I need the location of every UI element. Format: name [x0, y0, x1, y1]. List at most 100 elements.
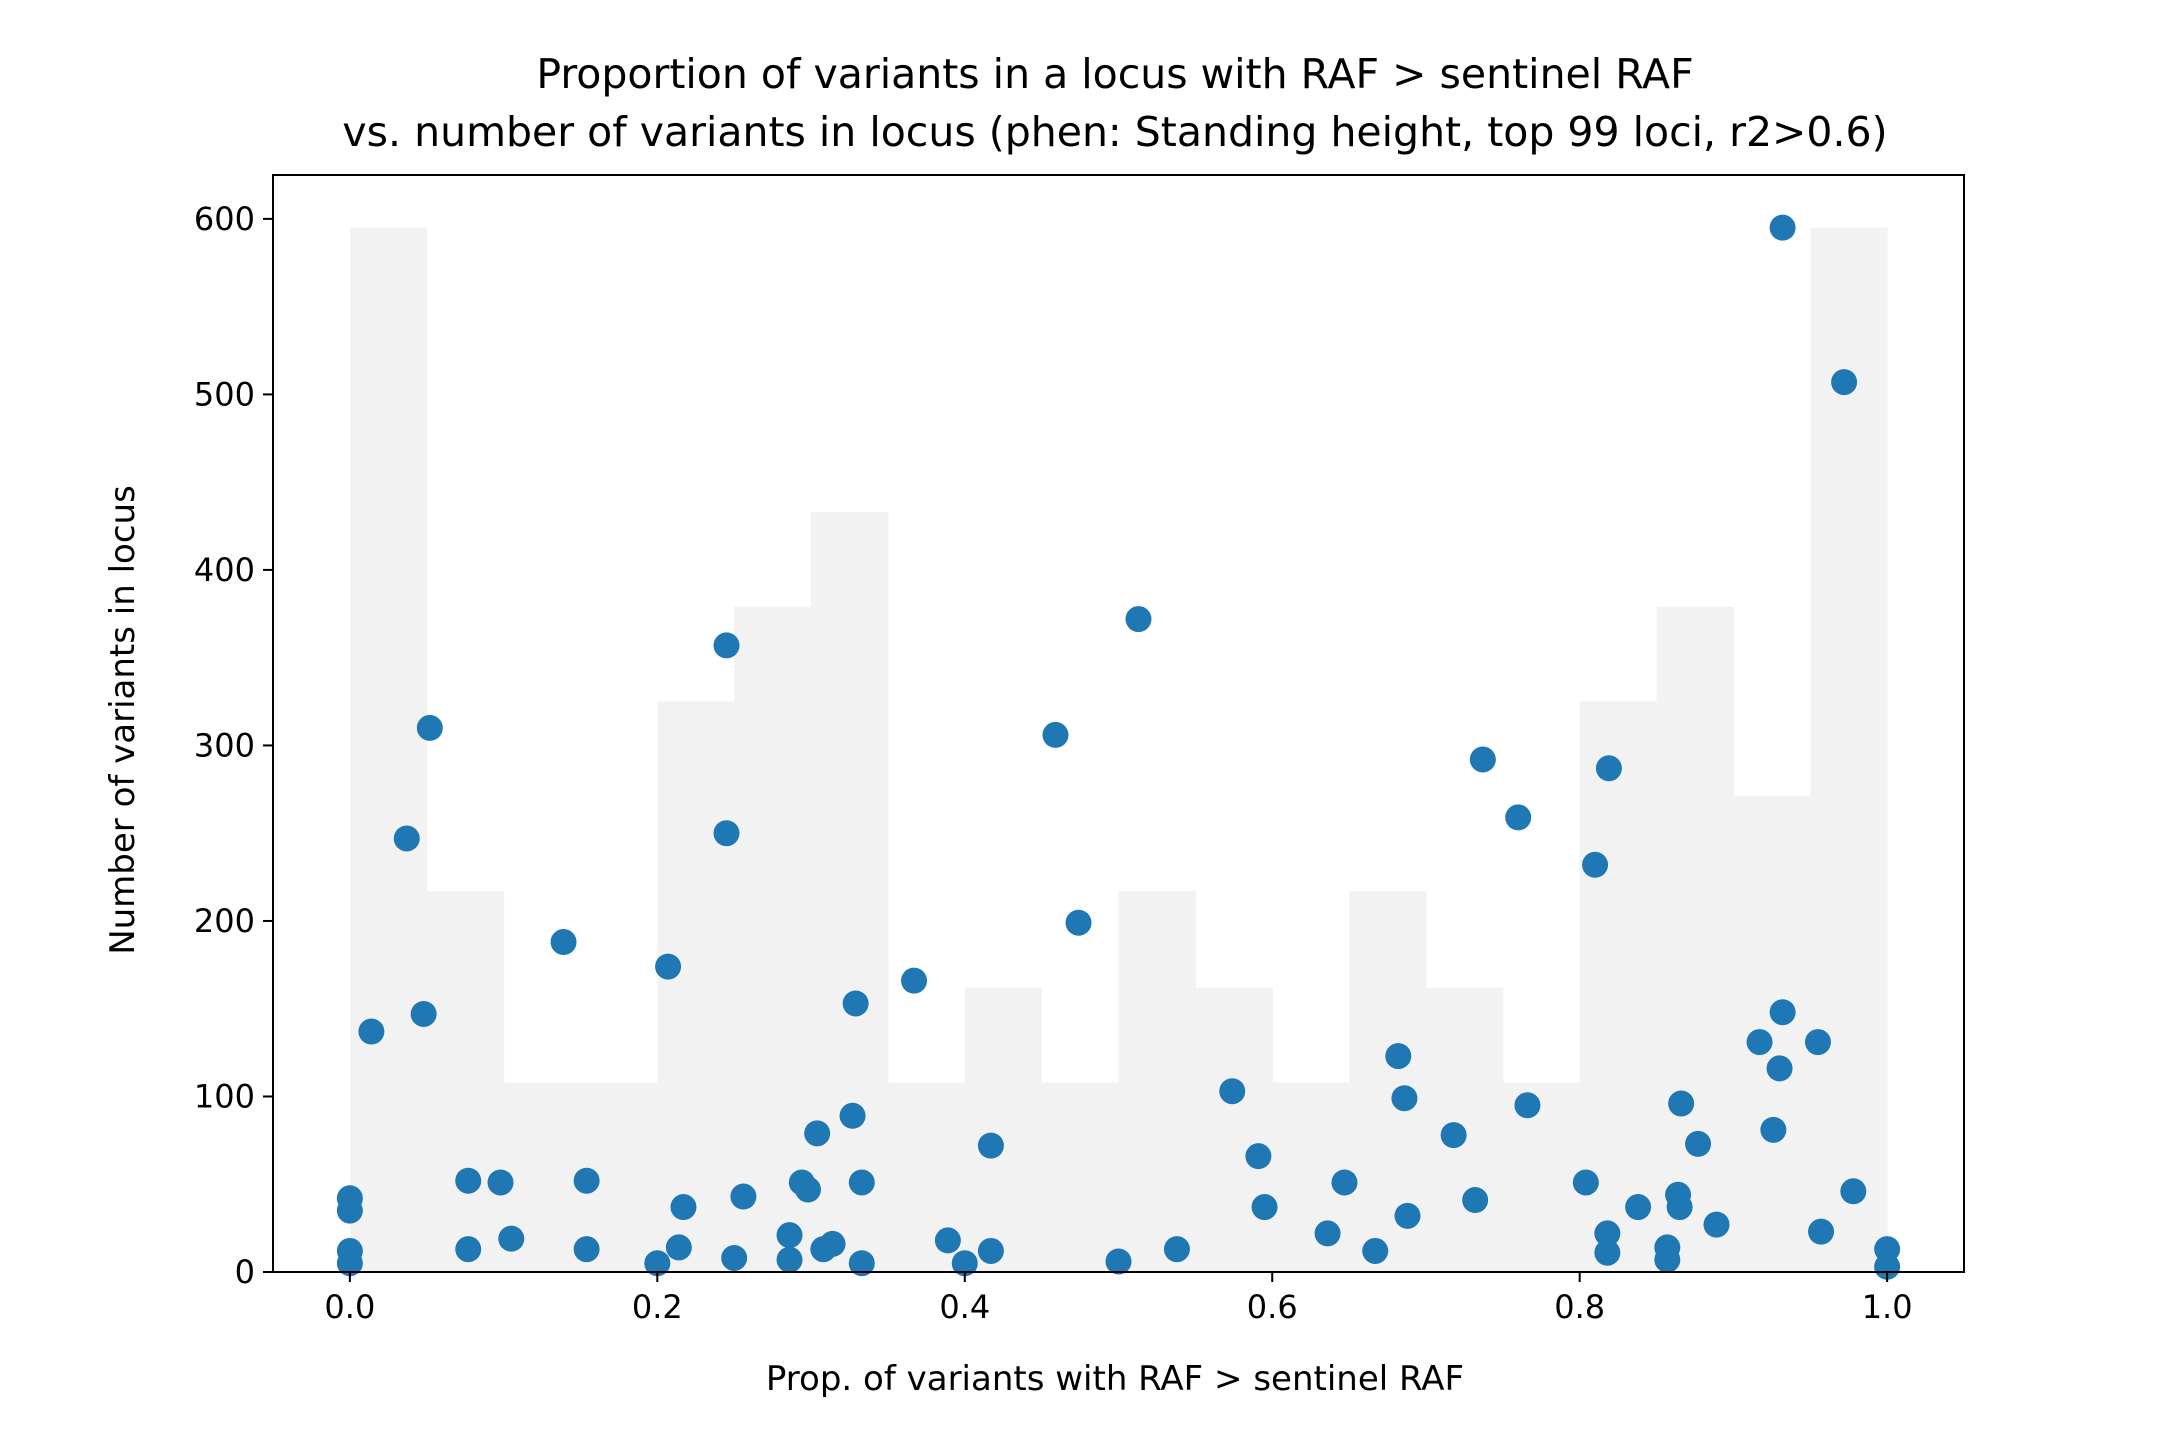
data-point	[848, 1169, 875, 1196]
data-point	[573, 1167, 600, 1194]
data-point	[1125, 606, 1152, 633]
data-point	[455, 1167, 482, 1194]
data-point	[410, 1000, 437, 1027]
y-axis-ticks: 0 100 200 300 400 500 600	[194, 200, 273, 1291]
data-point	[1105, 1248, 1132, 1275]
data-point	[1572, 1169, 1599, 1196]
y-tick-label: 200	[194, 902, 255, 940]
data-point	[721, 1244, 748, 1271]
chart-title-line-2: vs. number of variants in locus (phen: S…	[342, 108, 1887, 156]
data-point	[1668, 1090, 1695, 1117]
x-tick-label: 0.2	[632, 1288, 683, 1326]
histogram-bar	[964, 987, 1043, 1272]
histogram-bar	[657, 701, 735, 1272]
data-point	[1654, 1246, 1681, 1273]
y-axis-label: Number of variants in locus	[103, 485, 143, 955]
data-point	[1769, 214, 1796, 241]
data-point	[1331, 1169, 1358, 1196]
data-point	[794, 1176, 821, 1203]
data-point	[1594, 1220, 1621, 1247]
data-point	[1582, 851, 1609, 878]
histogram-bar	[1041, 1082, 1120, 1272]
data-point	[1362, 1237, 1389, 1264]
y-tick-label: 0	[235, 1253, 255, 1291]
data-point	[665, 1234, 692, 1261]
data-point	[804, 1120, 831, 1147]
data-point	[455, 1236, 482, 1263]
data-point	[1163, 1236, 1190, 1263]
data-point	[655, 953, 682, 980]
y-tick-label: 400	[194, 551, 255, 589]
data-point	[848, 1250, 875, 1277]
data-point	[1314, 1220, 1341, 1247]
data-point	[1808, 1218, 1835, 1245]
data-point	[934, 1227, 961, 1254]
y-tick-label: 300	[194, 726, 255, 764]
data-point	[776, 1246, 803, 1273]
y-tick-label: 500	[194, 375, 255, 413]
data-point	[1840, 1178, 1867, 1205]
data-point	[1766, 1055, 1793, 1082]
histogram-bar	[1502, 1082, 1581, 1272]
data-point	[498, 1225, 525, 1252]
data-point	[416, 714, 443, 741]
data-point	[713, 632, 740, 659]
x-tick-label: 0.8	[1554, 1288, 1605, 1326]
data-point	[1625, 1194, 1652, 1221]
scatter-points	[336, 214, 1901, 1280]
data-point	[1469, 746, 1496, 773]
data-point	[1831, 369, 1858, 396]
y-tick-label: 100	[194, 1077, 255, 1115]
data-point	[951, 1250, 978, 1277]
data-point	[1505, 804, 1532, 831]
plot-frame	[272, 174, 1965, 1273]
x-tick-label: 0.0	[324, 1288, 375, 1326]
data-point	[1251, 1194, 1278, 1221]
data-point	[1685, 1130, 1712, 1157]
data-point	[1462, 1187, 1489, 1214]
data-point	[487, 1169, 514, 1196]
data-point	[1760, 1116, 1787, 1143]
x-tick-label: 1.0	[1862, 1288, 1913, 1326]
data-point	[336, 1250, 363, 1277]
histogram-bar	[1656, 606, 1735, 1272]
data-point	[1219, 1078, 1246, 1105]
data-point	[1391, 1085, 1418, 1112]
data-point	[1065, 909, 1092, 936]
data-point	[670, 1194, 697, 1221]
histogram-bar	[1195, 987, 1273, 1272]
y-tick-label: 600	[194, 200, 255, 238]
data-point	[573, 1236, 600, 1263]
x-tick-label: 0.4	[939, 1288, 990, 1326]
x-axis-label: Prop. of variants with RAF > sentinel RA…	[766, 1359, 1464, 1399]
chart-title-line-1: Proportion of variants in a locus with R…	[536, 50, 1693, 98]
data-point	[1440, 1122, 1467, 1149]
data-point	[977, 1132, 1004, 1159]
data-point	[713, 820, 740, 847]
data-point	[1874, 1253, 1901, 1280]
data-point	[1514, 1092, 1541, 1119]
data-point	[1804, 1029, 1831, 1056]
x-axis-ticks: 0.0 0.2 0.4 0.6 0.8 1.0	[324, 1272, 1913, 1326]
data-point	[1666, 1194, 1693, 1221]
data-point	[1769, 999, 1796, 1026]
data-point	[644, 1250, 671, 1277]
data-point	[336, 1197, 363, 1224]
data-point	[1594, 1239, 1621, 1266]
histogram-bar	[1118, 891, 1196, 1272]
x-tick-label: 0.6	[1247, 1288, 1298, 1326]
histogram-bar	[811, 511, 889, 1272]
data-point	[842, 990, 869, 1017]
histogram-bar	[1733, 796, 1811, 1272]
data-point	[1245, 1143, 1272, 1170]
data-point	[977, 1237, 1004, 1264]
data-point	[358, 1018, 385, 1045]
data-point	[730, 1183, 757, 1210]
data-point	[819, 1230, 846, 1257]
data-point	[1746, 1029, 1773, 1056]
histogram-bar	[1810, 227, 1888, 1272]
data-point	[1385, 1043, 1412, 1070]
data-point	[550, 929, 577, 956]
